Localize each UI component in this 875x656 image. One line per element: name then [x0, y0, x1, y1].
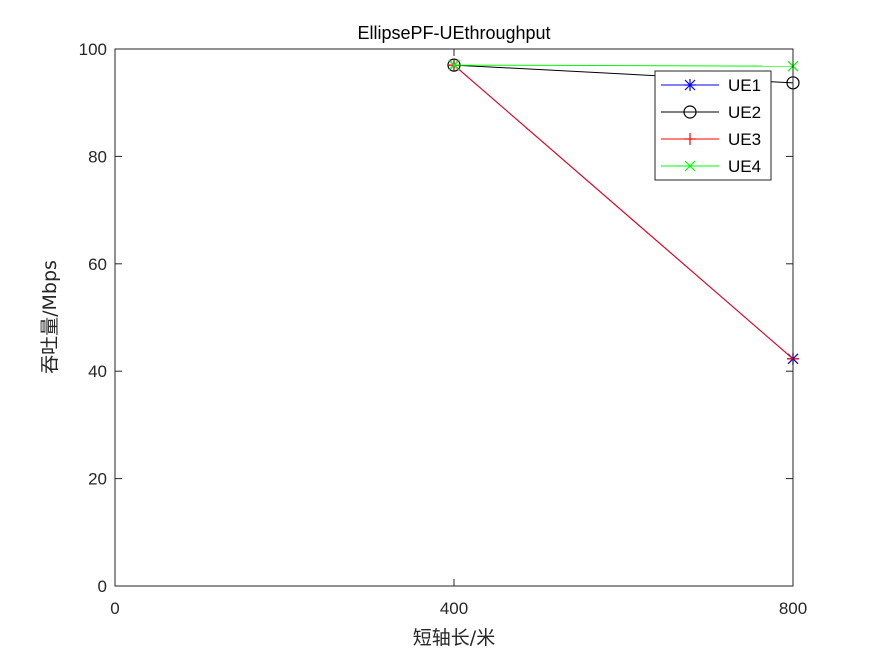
- x-tick-label: 800: [779, 599, 807, 618]
- legend-box: [654, 70, 772, 181]
- legend-item-ue2: UE2: [661, 103, 761, 122]
- x-tick-label: 400: [440, 599, 468, 618]
- legend-marker-ue1: [684, 79, 696, 91]
- legend-label-ue4: UE4: [728, 157, 761, 176]
- y-axis-label: 吞吐量/Mbps: [39, 260, 61, 374]
- chart-title: EllipsePF-UEthroughput: [357, 23, 550, 43]
- legend: UE1 UE2 UE3 UE4: [654, 70, 772, 181]
- legend-marker-ue4: [684, 160, 696, 172]
- y-tick-label: 100: [79, 40, 107, 59]
- legend-item-ue1: UE1: [661, 76, 761, 95]
- legend-item-ue4: UE4: [661, 157, 761, 176]
- data-point-ue4-1: [448, 59, 460, 71]
- x-tick-label: 0: [110, 599, 119, 618]
- axes-layer: 0 400 800 0 20 40 60 80 100: [79, 40, 808, 618]
- legend-label-ue2: UE2: [728, 103, 761, 122]
- y-tick-label: 20: [88, 470, 107, 489]
- y-tick-label: 80: [88, 147, 107, 166]
- y-tick-label: 40: [88, 362, 107, 381]
- series-line-ue4: [453, 64, 794, 67]
- legend-label-ue3: UE3: [728, 130, 761, 149]
- legend-marker-ue3: [684, 133, 696, 145]
- legend-item-ue3: UE3: [661, 130, 761, 149]
- series-line-ue3: [453, 64, 794, 360]
- x-axis-label: 短轴长/米: [413, 627, 495, 649]
- y-tick-label: 0: [98, 577, 107, 596]
- legend-label-ue1: UE1: [728, 76, 761, 95]
- legend-marker-ue2: [683, 105, 697, 119]
- y-tick-label: 60: [88, 255, 107, 274]
